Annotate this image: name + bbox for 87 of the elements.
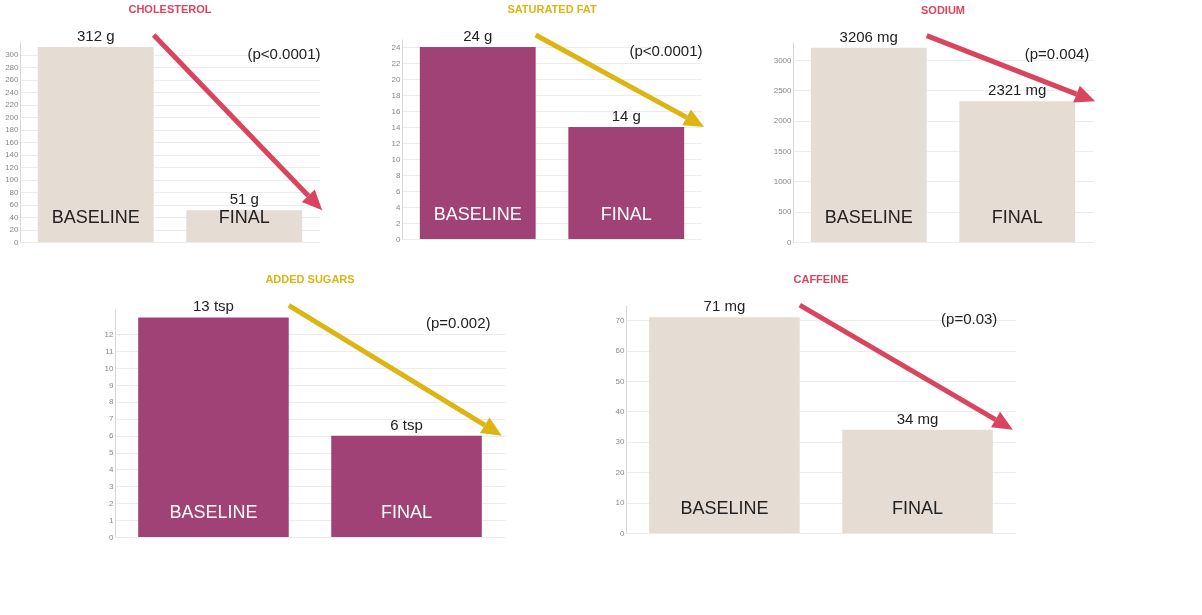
annotation: (p=0.004)	[1024, 45, 1090, 62]
y-tick-label: 2	[396, 218, 402, 228]
y-tick-label: 0	[396, 234, 402, 244]
x-tick-label: FINAL	[991, 206, 1043, 227]
y-tick-label: 10	[104, 363, 115, 373]
x-tick-label: FINAL	[381, 501, 433, 522]
y-tick-label: 0	[620, 528, 626, 538]
y-tick-label: 220	[5, 100, 20, 109]
y-tick-label: 160	[5, 137, 20, 147]
data-label: 3206 mg	[839, 27, 898, 45]
y-tick-label: 60	[615, 346, 626, 356]
data-label: 312 g	[76, 27, 115, 44]
y-tick-label: 0	[109, 532, 115, 542]
data-label: 6 tsp	[390, 415, 423, 433]
y-tick-label: 40	[615, 406, 626, 416]
y-tick-label: 100	[5, 175, 20, 184]
chart-title: SATURATED FAT	[507, 3, 597, 15]
y-tick-label: 11	[105, 346, 115, 356]
annotation: (p<0.0001)	[629, 42, 703, 59]
y-tick-label: 280	[5, 62, 20, 72]
chart-title: CAFFEINE	[793, 273, 849, 286]
y-tick-label: 8	[396, 170, 402, 180]
y-tick-label: 2500	[773, 85, 793, 95]
y-tick-label: 20	[615, 467, 626, 477]
y-tick-label: 60	[9, 200, 20, 209]
y-tick-label: 6	[396, 186, 402, 196]
data-label: 13 tsp	[193, 297, 234, 315]
y-tick-label: 12	[104, 329, 115, 339]
y-tick-label: 14	[391, 122, 402, 132]
y-tick-label: 22	[391, 58, 402, 68]
y-tick-label: 1000	[773, 176, 793, 186]
data-label: 34 mg	[896, 409, 939, 427]
y-tick-label: 140	[5, 150, 20, 159]
y-tick-label: 1	[109, 515, 115, 525]
y-tick-label: 0	[14, 237, 20, 247]
y-tick-label: 240	[5, 87, 20, 97]
y-tick-label: 4	[109, 464, 115, 474]
y-tick-label: 180	[5, 125, 20, 134]
x-tick-label: BASELINE	[169, 501, 258, 522]
data-label: 51 g	[229, 190, 259, 208]
y-tick-label: 500	[778, 207, 793, 217]
annotation: (p<0.0001)	[247, 45, 321, 62]
y-tick-label: 0	[787, 237, 793, 247]
y-tick-label: 9	[109, 380, 115, 390]
x-tick-label: FINAL	[600, 203, 652, 224]
y-tick-label: 18	[391, 90, 402, 100]
data-label: 71 mg	[703, 297, 746, 315]
chart-title: CHOLESTEROL	[128, 3, 212, 15]
data-label: 14 g	[611, 107, 641, 124]
y-tick-label: 12	[391, 138, 402, 148]
y-tick-label: 2000	[773, 116, 793, 126]
y-tick-label: 40	[9, 212, 20, 222]
y-tick-label: 260	[5, 75, 20, 84]
x-tick-label: BASELINE	[824, 206, 913, 227]
data-label: 2321 mg	[988, 81, 1047, 99]
y-tick-label: 3000	[773, 55, 793, 65]
y-tick-label: 10	[391, 154, 402, 164]
annotation: (p=0.002)	[425, 313, 491, 331]
chart-title: ADDED SUGARS	[265, 273, 355, 286]
chart-title: SODIUM	[921, 3, 965, 16]
x-tick-label: FINAL	[218, 206, 270, 227]
y-tick-label: 200	[5, 112, 20, 122]
x-tick-label: BASELINE	[51, 206, 140, 227]
y-tick-label: 10	[615, 498, 626, 508]
data-label: 24 g	[463, 27, 493, 44]
y-tick-label: 120	[5, 162, 20, 172]
y-tick-label: 20	[391, 74, 402, 84]
y-tick-label: 20	[9, 225, 20, 234]
y-tick-label: 5	[109, 448, 115, 458]
y-tick-label: 80	[9, 187, 20, 197]
y-tick-label: 24	[391, 42, 402, 52]
y-tick-label: 16	[391, 106, 402, 116]
y-tick-label: 300	[5, 50, 20, 59]
y-tick-label: 1500	[773, 146, 793, 156]
y-tick-label: 50	[615, 376, 626, 386]
y-tick-label: 70	[615, 315, 626, 325]
x-tick-label: FINAL	[892, 497, 944, 518]
y-tick-label: 6	[109, 431, 115, 441]
y-tick-label: 8	[109, 397, 115, 407]
y-tick-label: 2	[109, 498, 115, 508]
y-tick-label: 3	[109, 481, 115, 491]
x-tick-label: BASELINE	[680, 497, 769, 518]
annotation: (p=0.03)	[941, 309, 998, 327]
y-tick-label: 4	[396, 202, 402, 212]
y-tick-label: 30	[615, 437, 626, 447]
x-tick-label: BASELINE	[433, 203, 522, 224]
y-tick-label: 7	[109, 414, 115, 424]
